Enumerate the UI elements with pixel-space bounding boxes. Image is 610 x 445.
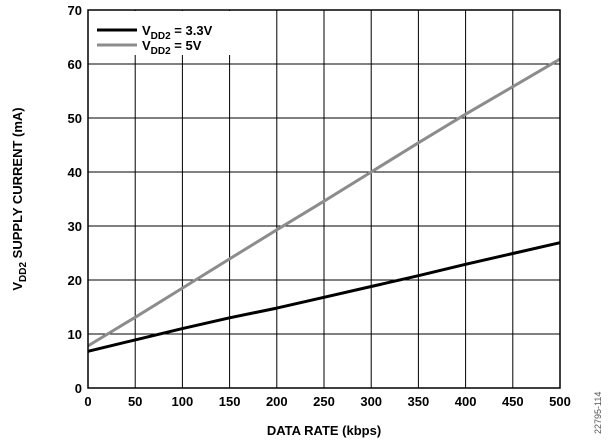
- y-axis-label-prefix: V: [10, 282, 25, 291]
- y-tick-label: 40: [68, 165, 82, 180]
- y-tick-label: 0: [75, 381, 82, 396]
- y-tick-label: 20: [68, 273, 82, 288]
- y-tick-label: 30: [68, 219, 82, 234]
- x-tick-label: 100: [172, 394, 194, 409]
- y-tick-label: 10: [68, 327, 82, 342]
- x-tick-labels: 0 50 100 150 200 250 300 350 400 450 500: [84, 394, 570, 409]
- x-tick-label: 300: [360, 394, 382, 409]
- legend-label-5v: VDD2 = 5V: [142, 38, 202, 57]
- legend-label-3v3: VDD2 = 3.3V: [142, 23, 213, 42]
- x-tick-label: 500: [549, 394, 571, 409]
- x-tick-label: 450: [502, 394, 524, 409]
- legend: VDD2 = 3.3V VDD2 = 5V: [93, 11, 253, 57]
- x-tick-label: 250: [313, 394, 335, 409]
- x-tick-label: 350: [408, 394, 430, 409]
- y-axis-label-suffix: SUPPLY CURRENT (mA): [10, 107, 25, 262]
- x-tick-label: 50: [128, 394, 142, 409]
- y-axis-label-sub: DD2: [18, 262, 29, 282]
- y-tick-label: 70: [68, 3, 82, 18]
- y-tick-label: 60: [68, 57, 82, 72]
- x-axis-label: DATA RATE (kbps): [267, 423, 381, 438]
- series-line-3v3: [87, 241, 561, 353]
- y-tick-label: 50: [68, 111, 82, 126]
- x-tick-label: 200: [266, 394, 288, 409]
- x-tick-label: 150: [219, 394, 241, 409]
- x-tick-label: 400: [455, 394, 477, 409]
- figure-id: 22795-114: [593, 392, 603, 434]
- series-line-5v: [87, 57, 561, 348]
- x-tick-label: 0: [84, 394, 91, 409]
- y-axis-label: VDD2 SUPPLY CURRENT (mA): [10, 107, 29, 290]
- y-tick-labels: 0 10 20 30 40 50 60 70: [68, 3, 82, 396]
- plot-frame: [87, 9, 561, 389]
- grid: [87, 9, 561, 389]
- series-layer: [87, 57, 561, 353]
